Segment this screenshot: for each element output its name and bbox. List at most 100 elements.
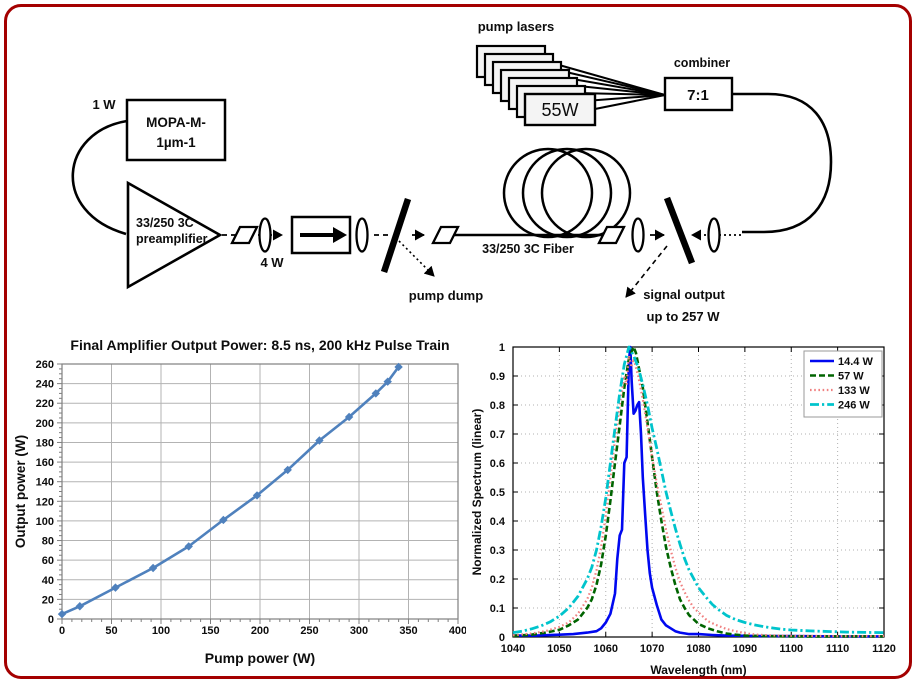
- fiber-wedge-1: [230, 225, 259, 245]
- svg-text:0: 0: [499, 632, 505, 644]
- series-line: [512, 354, 884, 638]
- svg-text:1070: 1070: [640, 643, 664, 655]
- signal-output-arrow: [625, 245, 668, 298]
- preamp-label-line2: preamplifier: [136, 232, 208, 246]
- series-line: [512, 345, 884, 638]
- svg-text:0.4: 0.4: [490, 516, 506, 528]
- pump-dump-arrow: [398, 240, 435, 277]
- lens-2: [355, 217, 369, 253]
- dichroic-mirror-pump-dump: [380, 197, 412, 274]
- output-spectra-ylabel: Normalized Spectrum (linear): [470, 409, 484, 576]
- svg-text:160: 160: [36, 457, 54, 469]
- signal-output-power-label: up to 257 W: [647, 309, 721, 324]
- fiber-wedge-3: [597, 225, 626, 245]
- mopa-box: [125, 98, 227, 162]
- data-point-marker: [371, 389, 381, 398]
- output-spectra-series-133-w: [512, 354, 884, 638]
- svg-text:1110: 1110: [826, 643, 849, 655]
- svg-text:0.8: 0.8: [490, 400, 505, 412]
- data-point-marker: [315, 436, 324, 445]
- output-spectra-xlabel: Wavelength (nm): [650, 663, 746, 677]
- svg-text:0: 0: [59, 625, 65, 637]
- svg-text:1090: 1090: [733, 643, 757, 655]
- mopa-label-line1: MOPA-M-: [146, 115, 206, 130]
- legend-label: 14.4 W: [838, 356, 873, 368]
- svg-text:1050: 1050: [547, 643, 571, 655]
- svg-text:400: 400: [449, 625, 466, 637]
- series-line: [513, 345, 884, 638]
- seed-fiber: [71, 119, 128, 236]
- pump-fiber: [560, 76, 666, 96]
- data-point-marker: [394, 362, 403, 372]
- lens-4: [707, 217, 721, 253]
- mopa-label-line2: 1µm-1: [156, 135, 196, 150]
- pump-fiber: [552, 68, 666, 96]
- preamp-output-power-label: 4 W: [260, 255, 284, 270]
- seed-power-label: 1 W: [92, 97, 116, 112]
- output-spectra-series-246-w: [512, 345, 885, 634]
- data-point-marker: [148, 563, 158, 573]
- seed-source-group: 1 W MOPA-M- 1µm-1: [71, 97, 227, 236]
- svg-text:1080: 1080: [686, 643, 710, 655]
- preamplifier-group: 33/250 3C preamplifier: [126, 180, 223, 290]
- pump-fiber: [594, 94, 666, 110]
- legend-label: 246 W: [838, 400, 870, 412]
- svg-text:1060: 1060: [594, 643, 618, 655]
- svg-text:200: 200: [36, 418, 54, 430]
- svg-text:260: 260: [36, 359, 54, 371]
- lens-3: [631, 217, 645, 253]
- combiner-group: combiner 7:1: [663, 56, 833, 234]
- preamp-label-line1: 33/250 3C: [136, 216, 194, 230]
- svg-text:60: 60: [42, 555, 54, 567]
- combiner-ratio-label: 7:1: [687, 87, 709, 104]
- svg-text:220: 220: [36, 398, 54, 410]
- fiber-wedge-2: [431, 225, 460, 245]
- svg-text:0.1: 0.1: [490, 603, 505, 615]
- fiber-loop-2: [521, 147, 613, 239]
- svg-text:250: 250: [300, 625, 318, 637]
- final-amplifier-output-power-ylabel: Output power (W): [13, 435, 28, 548]
- data-point-marker: [344, 412, 354, 422]
- legend-label: 133 W: [838, 385, 870, 397]
- pump-laser-power-label: 55W: [541, 100, 578, 120]
- isolator-arrowhead: [333, 227, 347, 243]
- fiber-loop-3: [540, 147, 632, 239]
- final-amplifier-output-power-xlabel: Pump power (W): [205, 650, 315, 666]
- legend-label: 57 W: [838, 371, 864, 383]
- pump-dump-label: pump dump: [409, 288, 483, 303]
- svg-text:1: 1: [499, 342, 505, 354]
- data-point-marker: [184, 542, 193, 551]
- svg-text:40: 40: [42, 575, 54, 587]
- svg-text:180: 180: [36, 437, 54, 449]
- svg-text:140: 140: [36, 477, 54, 489]
- combiner-output-fiber: [732, 92, 833, 234]
- data-point-marker: [383, 377, 392, 386]
- output-spectra-series-14.4-w: [513, 345, 884, 638]
- fiber-loop-1: [502, 147, 594, 239]
- svg-text:1100: 1100: [779, 643, 803, 655]
- output-spectra-series-57-w: [512, 345, 884, 638]
- svg-text:1120: 1120: [872, 643, 896, 655]
- gain-fiber-label: 33/250 3C Fiber: [482, 242, 574, 256]
- svg-text:240: 240: [36, 379, 54, 391]
- svg-text:0.7: 0.7: [490, 429, 505, 441]
- pump-lasers-group: pump lasers 55W: [475, 19, 666, 127]
- output-power-chart: 0 50 100 150 200 250 300 350 400 0 20 40 60 80 100 120 1…: [13, 337, 466, 666]
- data-point-marker: [252, 491, 262, 500]
- svg-text:100: 100: [36, 516, 54, 528]
- signal-output-label: signal output: [643, 287, 725, 302]
- svg-text:350: 350: [399, 625, 417, 637]
- final-amplifier-output-power-title: Final Amplifier Output Power: 8.5 ns, 20…: [70, 337, 449, 353]
- svg-text:0.6: 0.6: [490, 458, 505, 470]
- svg-text:80: 80: [42, 536, 54, 548]
- pump-laser-box-front: [523, 92, 597, 127]
- dichroic-mirror-signal-output: [663, 196, 696, 265]
- svg-text:50: 50: [105, 625, 117, 637]
- svg-text:200: 200: [251, 625, 269, 637]
- svg-text:1040: 1040: [501, 643, 525, 655]
- isolator-group: [290, 215, 352, 255]
- combiner-label: combiner: [674, 56, 730, 70]
- spectrum-chart: 1040 1050 1060 1070 1080 1090 1100 1110 1120 0 0.1…: [470, 342, 896, 677]
- svg-text:0.2: 0.2: [490, 574, 505, 586]
